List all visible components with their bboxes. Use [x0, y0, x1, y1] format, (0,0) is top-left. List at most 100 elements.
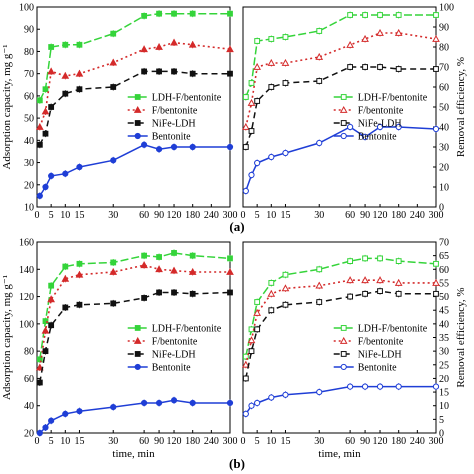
y-axis-label: Adsorption capacity, mg g⁻¹ [1, 275, 13, 400]
legend-label: LDH-F/bentonite [152, 93, 222, 104]
data-point [254, 38, 261, 44]
data-point [47, 67, 56, 75]
data-point [141, 252, 148, 259]
y-tick-label: 30 [24, 158, 34, 169]
x-tick-label: 60 [345, 436, 355, 447]
data-point [432, 383, 440, 390]
series-line [39, 12, 230, 101]
panel-label-a: (a) [229, 219, 244, 234]
data-point [433, 260, 439, 267]
series-line [245, 290, 436, 379]
legend-entry: NiFe-LDH [127, 119, 196, 130]
data-point [268, 307, 275, 314]
data-point [432, 34, 440, 42]
series-ldh-f-bentonite [242, 254, 439, 361]
y-tick-label: 30 [439, 143, 449, 154]
data-point [42, 318, 49, 325]
data-point [248, 348, 255, 355]
series-bentonite [242, 123, 440, 195]
data-point [226, 143, 234, 151]
data-point [376, 383, 384, 390]
legend-marker [133, 105, 142, 113]
data-point [48, 172, 55, 179]
data-point [42, 86, 49, 93]
data-point [170, 38, 178, 46]
y-tick-label: 70 [439, 63, 449, 74]
data-point [189, 290, 196, 297]
data-point [156, 254, 162, 260]
y-tick-label: 90 [439, 23, 449, 34]
plot-frame [242, 241, 437, 434]
legend-marker [340, 363, 347, 371]
legend-marker [340, 94, 347, 100]
y-tick-label: 0 [439, 203, 444, 214]
legend-entry: NiFe-LDH [333, 119, 402, 130]
data-point [42, 348, 49, 355]
data-point [346, 40, 354, 48]
y-tick-label: 20 [439, 163, 449, 174]
x-tick-label: 15 [74, 210, 84, 221]
y-tick-label: 90 [24, 25, 34, 36]
legend-entry: Bentonite [333, 362, 397, 373]
data-point [347, 12, 354, 18]
y-tick-label: 60 [24, 374, 34, 385]
data-point [62, 263, 69, 270]
y-tick-label: 30 [439, 347, 449, 358]
y-tick-label: 40 [24, 136, 34, 147]
data-point [282, 149, 289, 157]
x-tick-label: 5 [255, 436, 260, 447]
plot-frame [36, 6, 231, 208]
legend-entry: Bentonite [127, 362, 191, 373]
series-line [245, 385, 436, 415]
data-point [62, 304, 69, 311]
data-point [189, 399, 196, 407]
data-point [268, 394, 275, 401]
data-point [362, 255, 368, 262]
chart-panel-b-right: 0 5 10 15 30 60 90 120 180 240 3000510152025303540… [241, 238, 468, 461]
legend-marker [134, 132, 141, 140]
series-line [245, 257, 437, 357]
data-point [41, 107, 50, 115]
data-point [254, 299, 261, 305]
legend-marker [340, 351, 347, 357]
series-nife-ldh [36, 67, 233, 149]
legend-label: LDH-F/bentonite [358, 93, 428, 104]
data-point [248, 402, 255, 409]
data-point [282, 301, 289, 308]
x-tick-label: 0 [241, 210, 246, 221]
legend-marker [133, 336, 142, 344]
data-point [36, 192, 43, 199]
legend-label: NiFe-LDH [152, 119, 196, 130]
data-point [361, 276, 369, 284]
x-tick-label: 0 [35, 436, 40, 447]
plot-frame [36, 241, 231, 434]
x-tick-label: 300 [223, 210, 238, 221]
data-point [346, 276, 354, 284]
data-point [347, 293, 354, 300]
data-point [433, 12, 439, 18]
series-ldh-f-bentonite [36, 10, 233, 104]
x-tick-label: 15 [280, 210, 290, 221]
data-point [377, 255, 383, 262]
x-tick-label: 240 [204, 436, 219, 447]
data-point [268, 280, 275, 286]
legend-entry: Bentonite [333, 132, 397, 143]
data-point [253, 62, 262, 70]
legend-marker [134, 351, 141, 357]
data-point [395, 290, 402, 297]
x-tick-label: 10 [60, 436, 70, 447]
data-point [316, 28, 323, 34]
data-point [377, 288, 383, 295]
legend-entry: F/bentonite [333, 106, 404, 117]
data-point [189, 143, 196, 151]
legend-marker [134, 325, 141, 331]
data-point [189, 252, 196, 259]
y-tick-label: 160 [19, 238, 34, 249]
data-point [227, 289, 233, 296]
data-point [156, 68, 162, 75]
legend-entry: Bentonite [127, 132, 191, 143]
data-point [316, 78, 323, 84]
legend-label: NiFe-LDH [358, 119, 402, 130]
data-point [41, 326, 50, 334]
